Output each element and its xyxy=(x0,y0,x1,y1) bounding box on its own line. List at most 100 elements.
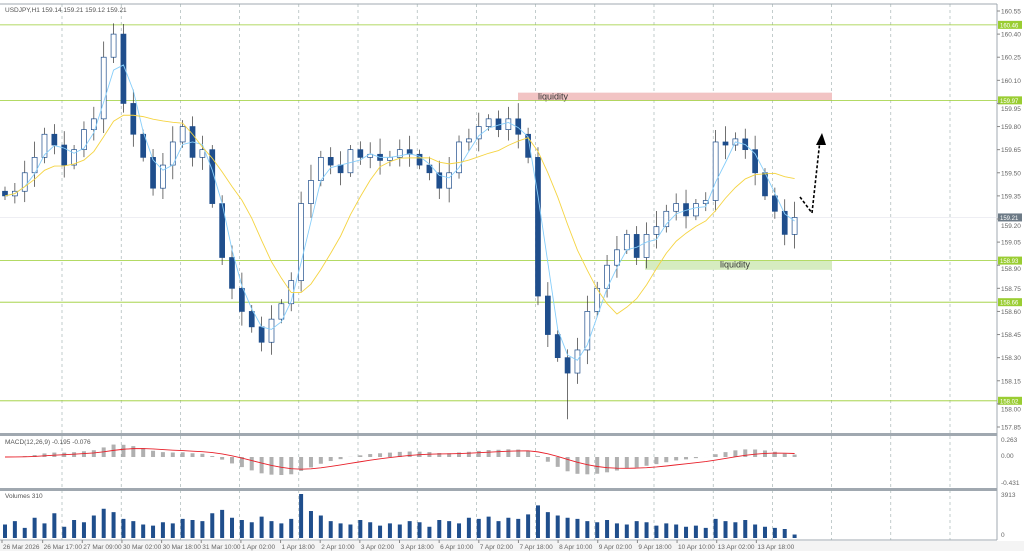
candle xyxy=(752,149,758,174)
liquidity-zone-bottom xyxy=(645,260,832,270)
candle xyxy=(396,149,403,158)
arrow-head-icon xyxy=(816,133,826,145)
price-tick-label: 160.25 xyxy=(1001,55,1021,62)
macd-histogram-bar xyxy=(141,448,146,457)
macd-histogram-bar xyxy=(753,449,758,457)
candle xyxy=(160,164,166,189)
macd-histogram-bar xyxy=(713,454,718,457)
macd-signal-line xyxy=(4,448,795,470)
macd-histogram-bar xyxy=(407,451,412,457)
candle xyxy=(722,141,729,146)
price-tick-label: 157.85 xyxy=(1001,424,1021,431)
price-tick-label: 158.30 xyxy=(1001,355,1021,362)
volume-bar xyxy=(101,508,106,538)
macd-separator[interactable] xyxy=(0,433,997,436)
candle xyxy=(258,326,265,343)
candle xyxy=(781,210,788,235)
candle xyxy=(574,349,581,374)
level-badge xyxy=(998,20,1022,29)
current-price-label: 159.21 xyxy=(1000,216,1019,222)
level-label: 160.46 xyxy=(1000,23,1019,29)
candle xyxy=(426,164,433,174)
price-tick-label: 158.45 xyxy=(1001,332,1021,339)
macd-histogram-bar xyxy=(358,455,363,457)
macd-histogram-bar xyxy=(476,450,481,457)
volume-bar xyxy=(131,521,136,538)
candle xyxy=(248,311,255,328)
macd-histogram-bar xyxy=(733,450,738,457)
liquidity-label: liquidity xyxy=(538,92,569,102)
macd-tick-label: 0.00 xyxy=(1001,453,1014,460)
macd-histogram-bar xyxy=(575,457,580,474)
candle xyxy=(199,149,206,158)
forecast-arrow xyxy=(799,139,821,216)
ma-slow-line xyxy=(4,114,795,315)
candle xyxy=(544,295,551,335)
volume-bar xyxy=(318,515,323,538)
price-tick-label: 159.35 xyxy=(1001,193,1021,200)
volume-bar xyxy=(81,522,86,538)
level-badge xyxy=(998,396,1022,405)
time-tick-label: 6 Apr 10:00 xyxy=(440,544,474,551)
liquidity-label: liquidity xyxy=(720,260,751,270)
volume-bar xyxy=(91,515,96,538)
volume-bar xyxy=(151,525,156,538)
candle xyxy=(110,33,117,58)
macd-histogram-bar xyxy=(279,457,284,475)
volume-bar xyxy=(170,523,175,538)
volume-bar xyxy=(624,524,629,538)
candle xyxy=(308,180,314,204)
macd-histogram-bar xyxy=(634,457,639,468)
volume-bar xyxy=(496,521,501,538)
volume-bar xyxy=(72,520,77,538)
macd-tick-label: 0.263 xyxy=(1001,437,1018,444)
candle xyxy=(140,133,147,158)
macd-histogram-bar xyxy=(792,454,797,457)
candle xyxy=(712,141,719,201)
macd-histogram-bar xyxy=(170,452,175,457)
candle xyxy=(505,118,512,130)
volume-separator[interactable] xyxy=(0,488,997,491)
price-tick-label: 158.15 xyxy=(1001,378,1021,385)
macd-histogram-bar xyxy=(121,444,126,457)
macd-histogram-bar xyxy=(684,457,689,460)
volume-bar xyxy=(555,515,560,538)
volume-bar xyxy=(743,520,748,538)
time-tick-label: 30 Mar 02:00 xyxy=(123,544,162,551)
macd-histogram-bar xyxy=(565,457,570,472)
volume-bar xyxy=(180,518,185,538)
candle xyxy=(436,172,443,189)
volume-bar xyxy=(526,514,531,538)
candle xyxy=(772,195,778,212)
volume-bar xyxy=(190,520,195,538)
time-axis xyxy=(0,541,1024,551)
volume-bar xyxy=(447,521,452,538)
level-label: 158.02 xyxy=(1000,399,1019,405)
macd-histogram-bar xyxy=(338,457,343,460)
volume-bar xyxy=(269,521,274,538)
volume-bar xyxy=(733,522,738,538)
volume-bar xyxy=(338,523,343,538)
macd-histogram-bar xyxy=(772,451,777,457)
macd-histogram-bar xyxy=(318,457,323,464)
macd-histogram-bar xyxy=(289,457,294,475)
candle xyxy=(702,200,709,204)
macd-histogram-bar xyxy=(516,449,521,457)
macd-histogram-bar xyxy=(654,457,659,465)
volume-bar xyxy=(417,522,422,538)
volume-bar xyxy=(457,523,462,538)
time-tick-label: 13 Apr 02:00 xyxy=(718,544,755,551)
macd-histogram-bar xyxy=(496,449,501,457)
volume-bar xyxy=(684,526,689,538)
volume-bar xyxy=(585,521,590,538)
candle xyxy=(673,203,680,212)
macd-histogram-bar xyxy=(457,452,462,457)
volume-bar xyxy=(693,525,698,538)
macd-histogram-bar xyxy=(230,457,235,464)
macd-histogram-bar xyxy=(81,451,86,457)
volume-bar xyxy=(486,516,491,538)
level-badge xyxy=(998,96,1022,105)
candle xyxy=(623,234,630,251)
level-label: 158.66 xyxy=(1000,301,1019,307)
